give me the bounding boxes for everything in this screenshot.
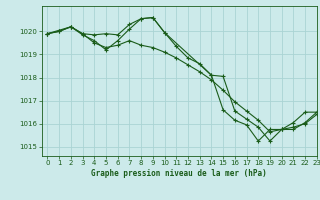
X-axis label: Graphe pression niveau de la mer (hPa): Graphe pression niveau de la mer (hPa) — [91, 169, 267, 178]
